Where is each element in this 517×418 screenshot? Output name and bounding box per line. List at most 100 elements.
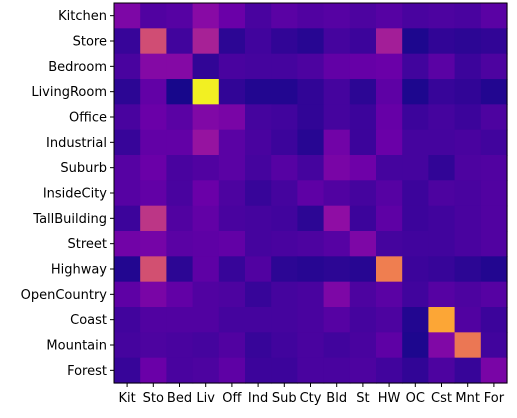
heatmap-cell-1-3 xyxy=(192,28,220,55)
heatmap-cell-10-10 xyxy=(376,256,403,283)
heatmap-cell-3-11 xyxy=(402,79,429,105)
heatmap-cell-7-13 xyxy=(454,180,482,207)
heatmap-cell-6-5 xyxy=(245,155,272,181)
heatmap-cell-11-11 xyxy=(402,281,429,308)
heatmap-cell-9-12 xyxy=(428,231,456,257)
heatmap-cell-10-2 xyxy=(166,256,194,283)
y-axis-ticks: Kitchen Store Bedroom LivingRoom Office Indus… xyxy=(21,9,114,379)
heatmap-cell-9-10 xyxy=(376,231,403,257)
heatmap-cell-5-2 xyxy=(166,129,194,156)
heatmap-cell-10-5 xyxy=(245,256,272,283)
heatmap-cell-7-14 xyxy=(480,180,508,207)
heatmap-cell-4-6 xyxy=(271,104,298,131)
heatmap-cell-12-7 xyxy=(297,307,325,333)
heatmap-cell-5-11 xyxy=(402,129,429,156)
heatmap-cell-14-12 xyxy=(428,357,456,384)
heatmap-cell-14-1 xyxy=(140,357,167,384)
heatmap-cell-12-12 xyxy=(428,307,456,333)
y-tick-label-7: InsideCity xyxy=(43,187,107,202)
heatmap-cell-1-6 xyxy=(271,28,298,55)
heatmap-cell-3-8 xyxy=(323,79,351,105)
heatmap-cell-10-0 xyxy=(114,256,141,283)
heatmap-cell-11-4 xyxy=(218,281,246,308)
heatmap-cell-8-6 xyxy=(271,205,298,232)
y-tick-label-0: Kitchen xyxy=(58,9,107,24)
heatmap-cell-4-3 xyxy=(192,104,220,131)
heatmap-cell-9-7 xyxy=(297,231,325,257)
heatmap-cell-13-13 xyxy=(454,332,482,359)
heatmap-cell-0-14 xyxy=(480,3,508,29)
heatmap-cell-2-2 xyxy=(166,53,194,80)
x-tick-label-11: OC xyxy=(406,391,425,406)
heatmap-cell-4-8 xyxy=(323,104,351,131)
heatmap-cell-11-10 xyxy=(376,281,403,308)
heatmap-cell-1-8 xyxy=(323,28,351,55)
heatmap-cell-12-9 xyxy=(349,307,377,333)
heatmap-cell-6-10 xyxy=(376,155,403,181)
y-tick-label-5: Industrial xyxy=(46,136,107,151)
heatmap-cell-0-10 xyxy=(376,3,403,29)
heatmap-cell-2-3 xyxy=(192,53,220,80)
heatmap-cell-14-7 xyxy=(297,357,325,384)
heatmap-cell-11-13 xyxy=(454,281,482,308)
heatmap-cell-10-12 xyxy=(428,256,456,283)
heatmap-cell-9-13 xyxy=(454,231,482,257)
heatmap-cell-10-8 xyxy=(323,256,351,283)
heatmap-cell-8-4 xyxy=(218,205,246,232)
heatmap-cell-9-9 xyxy=(349,231,377,257)
heatmap-cell-12-14 xyxy=(480,307,508,333)
x-tick-label-14: For xyxy=(484,391,505,406)
heatmap-cell-8-5 xyxy=(245,205,272,232)
heatmap-cell-8-14 xyxy=(480,205,508,232)
heatmap-cell-13-14 xyxy=(480,332,508,359)
heatmap-cell-12-3 xyxy=(192,307,220,333)
heatmap-cell-12-11 xyxy=(402,307,429,333)
heatmap-cell-6-13 xyxy=(454,155,482,181)
heatmap-cell-1-12 xyxy=(428,28,456,55)
x-tick-label-3: Liv xyxy=(196,391,215,406)
heatmap-cell-5-10 xyxy=(376,129,403,156)
heatmap-cell-10-14 xyxy=(480,256,508,283)
heatmap-cell-14-11 xyxy=(402,357,429,384)
heatmap-cell-11-0 xyxy=(114,281,141,308)
heatmap-cell-8-2 xyxy=(166,205,194,232)
heatmap-cell-8-10 xyxy=(376,205,403,232)
heatmap-cell-0-12 xyxy=(428,3,456,29)
heatmap-cell-2-4 xyxy=(218,53,246,80)
heatmap-cell-13-11 xyxy=(402,332,429,359)
heatmap-cell-14-14 xyxy=(480,357,508,384)
heatmap-cell-5-0 xyxy=(114,129,141,156)
heatmap-cell-10-11 xyxy=(402,256,429,283)
y-tick-label-9: Street xyxy=(67,237,107,252)
heatmap-cell-3-12 xyxy=(428,79,456,105)
heatmap-cell-6-2 xyxy=(166,155,194,181)
heatmap-cell-14-3 xyxy=(192,357,220,384)
x-tick-label-1: Sto xyxy=(143,391,164,406)
heatmap-cell-10-1 xyxy=(140,256,167,283)
heatmap-cell-0-9 xyxy=(349,3,377,29)
heatmap-cell-11-8 xyxy=(323,281,351,308)
heatmap-cell-14-8 xyxy=(323,357,351,384)
x-tick-label-7: Cty xyxy=(300,391,322,406)
heatmap-cell-3-13 xyxy=(454,79,482,105)
heatmap-cell-3-2 xyxy=(166,79,194,105)
heatmap-cell-1-7 xyxy=(297,28,325,55)
heatmap-cell-7-10 xyxy=(376,180,403,207)
heatmap-cell-0-0 xyxy=(114,3,141,29)
heatmap-cell-6-12 xyxy=(428,155,456,181)
heatmap-cell-6-11 xyxy=(402,155,429,181)
x-tick-label-8: Bld xyxy=(326,391,347,406)
heatmap-cell-2-13 xyxy=(454,53,482,80)
heatmap-cell-13-10 xyxy=(376,332,403,359)
heatmap-cell-0-5 xyxy=(245,3,272,29)
heatmap-cell-11-9 xyxy=(349,281,377,308)
heatmap-cell-8-8 xyxy=(323,205,351,232)
heatmap-cell-8-7 xyxy=(297,205,325,232)
heatmap-cell-11-12 xyxy=(428,281,456,308)
heatmap-cell-5-6 xyxy=(271,129,298,156)
heatmap-cell-1-14 xyxy=(480,28,508,55)
heatmap-cell-4-12 xyxy=(428,104,456,131)
heatmap-cell-5-5 xyxy=(245,129,272,156)
heatmap-cell-7-5 xyxy=(245,180,272,207)
heatmap-cell-7-3 xyxy=(192,180,220,207)
